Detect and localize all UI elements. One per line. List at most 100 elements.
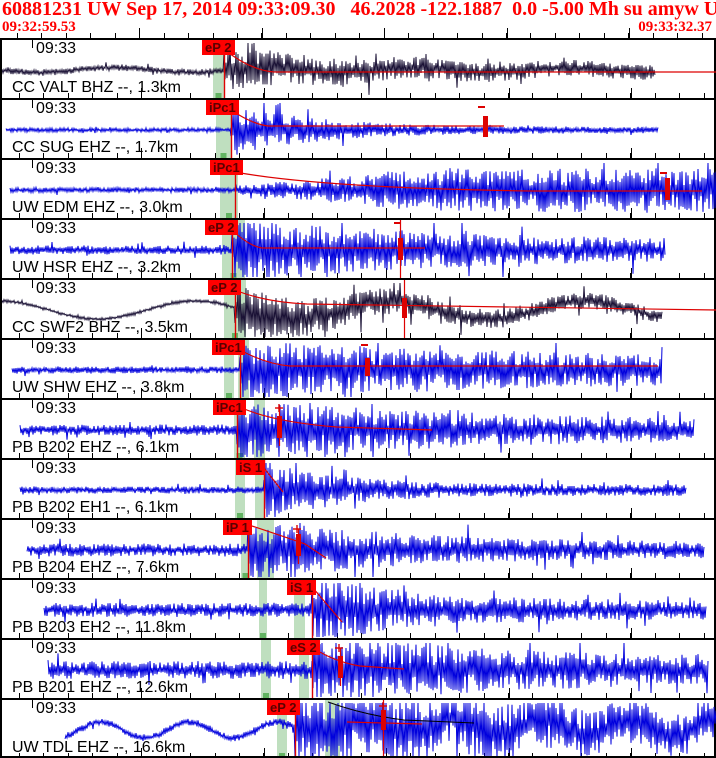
time-tick-minor	[361, 453, 362, 458]
time-tick-minor	[68, 213, 69, 218]
trace-row[interactable]: 09:33 CC SWF2 BHZ --, 3.5km eP 2	[2, 278, 716, 338]
amplitude-mark[interactable]	[381, 710, 386, 730]
time-tick-minor	[484, 153, 485, 158]
time-tick-minor	[581, 153, 582, 158]
trace-row[interactable]: 09:33 UW TDL EHZ --, 16.6km eP 2	[2, 698, 716, 758]
phase-pick-flag[interactable]: iPc1	[210, 160, 243, 175]
trace-row[interactable]: 09:33 CC SUG EHZ --, 1.7km iPc1	[2, 98, 714, 158]
time-tick-minor	[410, 333, 411, 338]
trace-row[interactable]: 09:33 CC VALT BHZ --, 1.3km eP 2	[2, 38, 716, 98]
amplitude-mark[interactable]	[398, 238, 403, 260]
time-tick-minor	[532, 633, 533, 638]
phase-pick-flag[interactable]: eS 2	[287, 640, 320, 655]
trace-row[interactable]: 09:33 UW HSR EHZ --, 3.2km eP 2	[2, 218, 714, 278]
time-tick-major	[631, 88, 632, 98]
pick-band-base-mark	[226, 213, 232, 218]
time-tick-minor	[579, 33, 580, 38]
time-tick-minor	[361, 333, 362, 338]
time-tick-minor	[115, 33, 116, 38]
time-tick-major	[631, 508, 632, 518]
time-tick-minor	[43, 633, 44, 638]
time-tick-minor	[288, 513, 289, 518]
trace-row[interactable]: 09:33 UW SHW EHZ --, 3.8km iPc1	[2, 338, 714, 398]
trace-row[interactable]: 09:33 PB B203 EH2 --, 11.8km iS 1	[2, 578, 714, 638]
time-tick-minor	[508, 693, 509, 698]
waveform-plot[interactable]	[2, 340, 716, 398]
phase-pick-flag[interactable]: iS 1	[287, 580, 317, 595]
phase-pick-flag[interactable]: eP 2	[202, 40, 235, 55]
waveform-plot[interactable]	[2, 400, 716, 458]
phase-pick-flag[interactable]: iS 1	[236, 460, 266, 475]
time-tick-minor	[410, 273, 411, 278]
time-tick-minor	[288, 213, 289, 218]
seismogram-trace	[2, 282, 663, 338]
time-tick-minor	[484, 573, 485, 578]
amplitude-mark[interactable]	[402, 298, 407, 318]
pick-band-base-mark	[237, 513, 243, 518]
time-tick-minor	[484, 633, 485, 638]
time-tick-minor	[117, 93, 118, 98]
time-tick-minor	[410, 573, 411, 578]
trace-row[interactable]: 09:33 PB B201 EHZ --, 12.6km eS 2	[2, 638, 714, 698]
time-tick-minor	[704, 453, 705, 458]
time-tick-minor	[215, 633, 216, 638]
phase-pick-flag[interactable]: iPc1	[206, 100, 239, 115]
phase-pick-flag[interactable]: eP 2	[208, 280, 241, 295]
trace-row[interactable]: 09:33 PB B202 EHZ --, 6.1km iPc1	[2, 398, 714, 458]
time-tick-minor	[532, 453, 533, 458]
phase-pick-flag[interactable]: eP 2	[205, 220, 238, 235]
trace-row[interactable]: 09:33 PB B202 EH1 --, 6.1km iS 1	[2, 458, 714, 518]
phase-pick-flag[interactable]: eP 2	[267, 700, 300, 715]
time-tick-minor	[508, 513, 509, 518]
time-tick-minor	[581, 273, 582, 278]
time-tick-minor	[68, 393, 69, 398]
amplitude-mark[interactable]	[277, 416, 282, 438]
time-tick-minor	[459, 333, 460, 338]
phase-pick-flag[interactable]: iPc1	[212, 340, 245, 355]
time-tick-minor	[704, 633, 705, 638]
phase-pick-flag[interactable]: iP 1	[223, 520, 252, 535]
amplitude-mark[interactable]	[483, 116, 488, 137]
time-tick-minor	[239, 573, 240, 578]
coda-envelope-line	[251, 525, 327, 559]
trace-row[interactable]: 09:33 UW EDM EHZ --, 3.0km iPc1	[2, 158, 716, 218]
time-tick-minor	[117, 153, 118, 158]
time-tick-minor	[43, 573, 44, 578]
time-tick-minor	[679, 333, 680, 338]
time-tick-minor	[704, 753, 705, 758]
time-tick-minor	[117, 333, 118, 338]
time-tick-minor	[190, 453, 191, 458]
time-tick-minor	[19, 633, 20, 638]
amplitude-mark[interactable]	[665, 178, 670, 200]
time-tick-minor	[457, 33, 458, 38]
time-tick-minor	[286, 33, 287, 38]
pick-band-base-mark	[226, 393, 232, 398]
trace-row[interactable]: 09:33 PB B204 EHZ --, 7.6km iP 1	[2, 518, 714, 578]
time-tick-minor	[19, 273, 20, 278]
amplitude-mark[interactable]	[338, 656, 343, 678]
pick-uncertainty-band	[224, 340, 234, 398]
pick-band-base-mark	[242, 573, 249, 578]
time-tick-minor	[557, 333, 558, 338]
time-tick-minor	[484, 393, 485, 398]
time-tick-minor	[239, 153, 240, 158]
time-tick-minor	[361, 633, 362, 638]
phase-pick-flag[interactable]: iPc1	[213, 400, 246, 415]
trace-time-label: 09:33	[36, 280, 77, 297]
time-tick-minor	[92, 573, 93, 578]
time-tick-minor	[606, 753, 607, 758]
pick-band-base-mark	[279, 753, 285, 758]
station-label: UW EDM EHZ --, 3.0km	[12, 199, 183, 216]
time-tick-major	[264, 208, 265, 218]
time-tick-minor	[630, 153, 631, 158]
time-tick-minor	[557, 273, 558, 278]
time-tick-minor	[164, 33, 165, 38]
time-tick-minor	[188, 33, 189, 38]
time-tick-minor	[435, 513, 436, 518]
waveform-plot[interactable]	[2, 700, 716, 758]
time-tick-minor	[630, 753, 631, 758]
amplitude-mark[interactable]	[296, 534, 301, 556]
amplitude-mark[interactable]	[365, 358, 370, 376]
time-tick-minor	[606, 213, 607, 218]
time-tick-minor	[679, 753, 680, 758]
